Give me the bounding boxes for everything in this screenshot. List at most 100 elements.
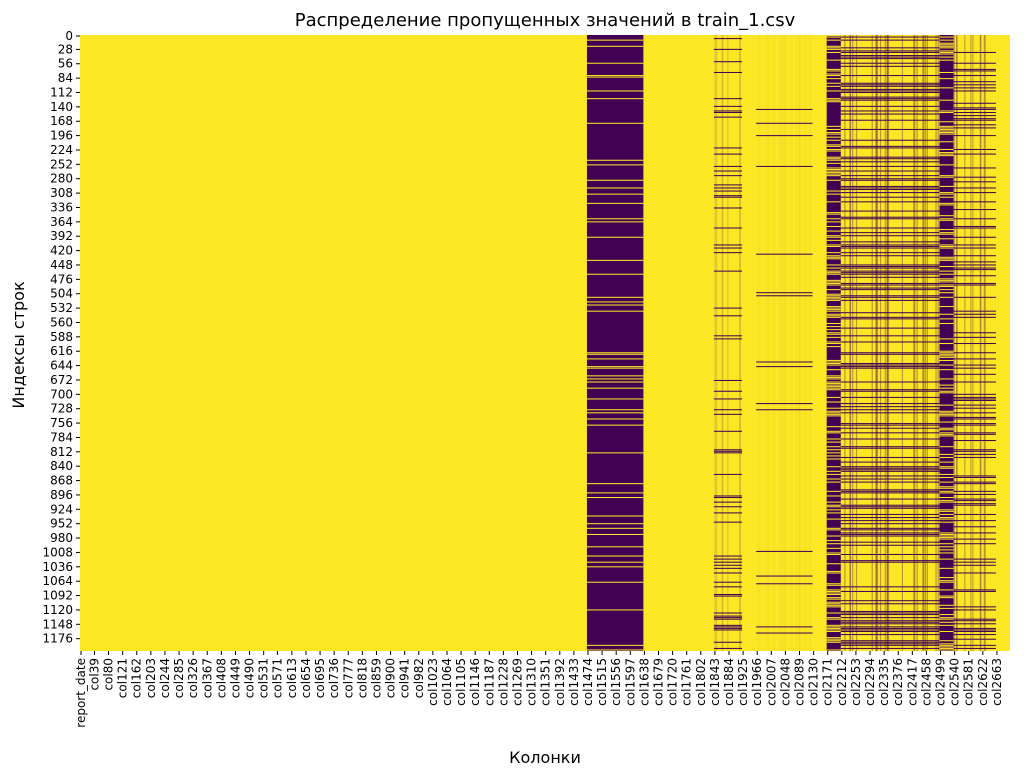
missing-row-stripe bbox=[840, 412, 940, 414]
present-row-stripe bbox=[586, 273, 644, 275]
y-tick-label: 140 bbox=[50, 100, 73, 114]
missing-row-stripe bbox=[953, 590, 996, 592]
missing-row-stripe bbox=[840, 85, 940, 87]
missing-row-stripe bbox=[840, 273, 940, 275]
missing-row-stripe bbox=[953, 634, 996, 636]
present-row-stripe bbox=[939, 624, 954, 626]
missing-row-stripe bbox=[713, 335, 743, 337]
present-row-stripe bbox=[826, 540, 841, 542]
missing-row-stripe bbox=[713, 187, 743, 189]
present-row-stripe bbox=[826, 270, 841, 272]
missing-row-stripe bbox=[713, 647, 743, 649]
present-row-stripe bbox=[939, 513, 954, 515]
y-tick-label: 168 bbox=[50, 114, 73, 128]
missing-row-stripe bbox=[953, 647, 996, 649]
present-row-stripe bbox=[586, 424, 644, 426]
missing-row-stripe bbox=[840, 165, 940, 167]
missing-cell-band bbox=[586, 35, 644, 651]
missing-row-stripe bbox=[713, 627, 743, 629]
missing-row-stripe bbox=[713, 244, 743, 246]
missing-row-stripe bbox=[840, 469, 940, 471]
x-tick-label: col285 bbox=[172, 658, 186, 698]
x-tick-label: col80 bbox=[102, 658, 116, 691]
missing-row-stripe bbox=[953, 227, 996, 229]
missing-row-stripe bbox=[953, 107, 996, 109]
present-row-stripe bbox=[939, 352, 954, 354]
missing-row-stripe bbox=[840, 438, 940, 440]
missing-row-stripe bbox=[840, 481, 940, 483]
missing-row-stripe bbox=[840, 541, 940, 543]
present-row-stripe bbox=[939, 125, 954, 127]
present-row-stripe bbox=[939, 543, 954, 545]
missing-col-streak bbox=[875, 35, 877, 651]
missing-row-stripe bbox=[840, 178, 940, 180]
present-row-stripe bbox=[826, 239, 841, 241]
present-row-stripe bbox=[826, 309, 841, 311]
present-row-stripe bbox=[939, 289, 954, 291]
present-row-stripe bbox=[939, 549, 954, 551]
missing-row-stripe bbox=[953, 275, 996, 277]
missing-row-stripe bbox=[840, 192, 940, 194]
missing-row-stripe bbox=[953, 267, 996, 269]
missing-row-stripe bbox=[840, 466, 940, 468]
missing-row-stripe bbox=[953, 407, 996, 409]
x-tick-label: col1433 bbox=[567, 658, 581, 706]
present-row-stripe bbox=[586, 381, 644, 383]
x-tick-label: col1843 bbox=[708, 658, 722, 706]
missing-row-stripe bbox=[713, 409, 743, 411]
missing-row-stripe bbox=[840, 560, 940, 562]
x-tick-label: col1474 bbox=[581, 658, 595, 706]
present-row-stripe bbox=[939, 621, 954, 623]
present-row-stripe bbox=[939, 45, 954, 47]
present-row-stripe bbox=[826, 637, 841, 639]
missing-row-stripe bbox=[840, 96, 940, 98]
present-row-stripe bbox=[939, 256, 954, 258]
present-row-stripe bbox=[939, 404, 954, 406]
present-row-stripe bbox=[586, 164, 644, 166]
missing-row-stripe bbox=[840, 56, 940, 58]
missing-col-streak bbox=[886, 35, 888, 651]
present-row-stripe bbox=[939, 497, 954, 499]
missing-row-stripe bbox=[840, 55, 940, 57]
x-tick-label: col326 bbox=[186, 658, 200, 698]
missing-row-stripe bbox=[953, 332, 996, 334]
present-row-stripe bbox=[826, 145, 841, 147]
present-row-stripe bbox=[826, 139, 841, 141]
missing-row-stripe bbox=[756, 409, 813, 411]
present-row-stripe bbox=[826, 336, 841, 338]
missing-row-stripe bbox=[953, 336, 996, 338]
present-row-stripe bbox=[826, 396, 841, 398]
present-row-stripe bbox=[939, 110, 954, 112]
y-tick-label: 364 bbox=[50, 215, 73, 229]
missing-row-stripe bbox=[713, 624, 743, 626]
missing-row-stripe bbox=[840, 196, 940, 198]
y-tick-label: 112 bbox=[50, 85, 73, 99]
missing-row-stripe bbox=[953, 561, 996, 563]
present-row-stripe bbox=[939, 343, 954, 345]
missing-row-stripe bbox=[953, 609, 996, 611]
y-tick-label: 896 bbox=[50, 488, 73, 502]
present-row-stripe bbox=[826, 583, 841, 585]
missing-row-stripe bbox=[840, 478, 940, 480]
present-row-stripe bbox=[826, 148, 841, 150]
missing-col-streak bbox=[791, 35, 793, 651]
present-row-stripe bbox=[826, 172, 841, 174]
missing-row-stripe bbox=[840, 475, 940, 477]
present-row-stripe bbox=[586, 236, 644, 238]
missing-col-streak bbox=[798, 35, 800, 651]
missing-col-streak bbox=[781, 35, 784, 651]
missing-row-stripe bbox=[840, 517, 940, 519]
missing-row-stripe bbox=[713, 48, 743, 50]
missing-row-stripe bbox=[840, 629, 940, 631]
missing-row-stripe bbox=[953, 433, 996, 435]
present-row-stripe bbox=[939, 153, 954, 155]
present-row-stripe bbox=[826, 144, 841, 146]
missing-row-stripe bbox=[840, 147, 940, 149]
missing-row-stripe bbox=[953, 416, 996, 418]
missing-row-stripe bbox=[953, 644, 996, 646]
missing-row-stripe bbox=[840, 187, 940, 189]
y-tick-label: 924 bbox=[50, 502, 73, 516]
present-row-stripe bbox=[939, 47, 954, 49]
missing-block-col1843-col1925 bbox=[713, 35, 743, 651]
